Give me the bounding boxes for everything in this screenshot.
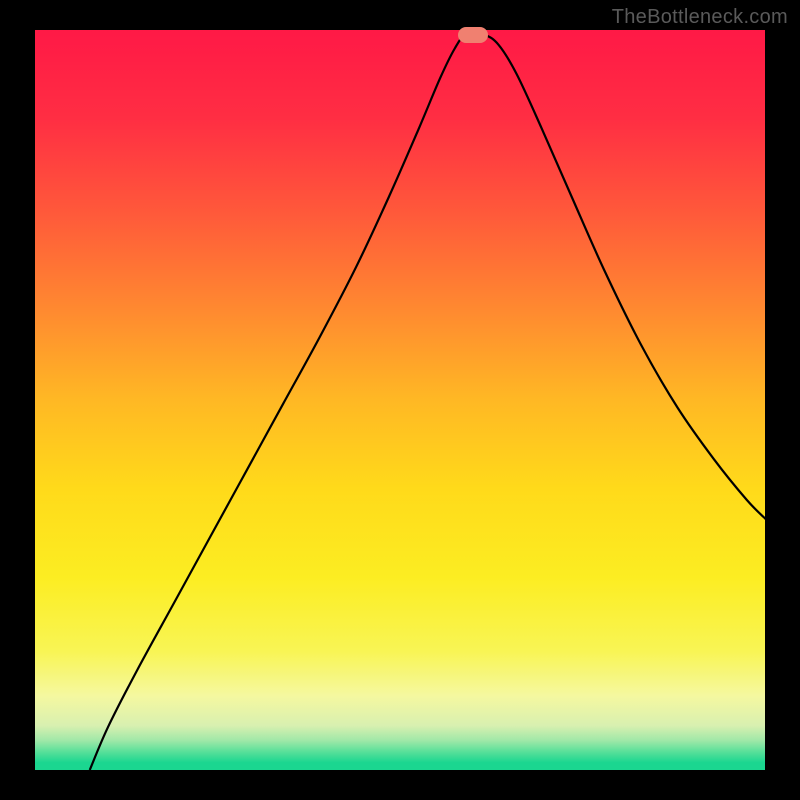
- bottleneck-curve: [35, 30, 765, 770]
- watermark-text: TheBottleneck.com: [612, 6, 788, 29]
- optimum-marker: [458, 27, 488, 43]
- chart-area: [35, 30, 765, 770]
